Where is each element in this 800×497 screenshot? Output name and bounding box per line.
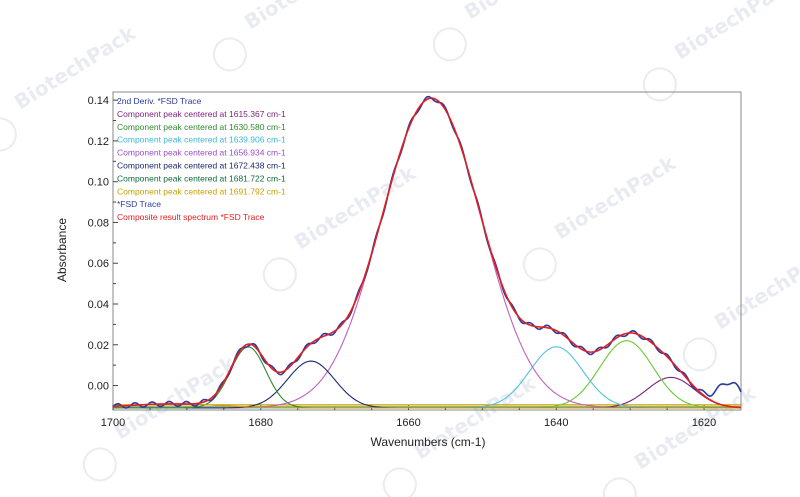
- watermark-badge: [602, 477, 637, 497]
- watermark-brand: BiotechPack: [460, 0, 590, 24]
- x-axis: 1700 1680 1660 1640 1620: [101, 405, 716, 429]
- watermark-badge: [212, 37, 247, 72]
- y-tick-label: 0.02: [88, 340, 109, 352]
- watermark-brand: BiotechPack: [550, 150, 680, 244]
- watermark-badge: [642, 67, 677, 102]
- composite-line: [112, 97, 742, 409]
- watermark-badge: [682, 337, 717, 372]
- watermark-brand: BiotechPack: [670, 0, 800, 64]
- legend-entry: Component peak centered at 1656.934 cm-1: [117, 148, 286, 158]
- y-tick-label: 0.14: [88, 95, 109, 107]
- watermark-brand: BiotechPack: [110, 350, 240, 444]
- y-tick-label: 0.08: [88, 217, 109, 229]
- watermark-5: BiotechPack: [522, 150, 680, 282]
- legend-entry: Component peak centered at 1681.722 cm-1: [117, 173, 286, 183]
- y-tick-label: 0.10: [88, 177, 109, 189]
- y-tick-label: 0.12: [88, 136, 109, 148]
- watermark-badge: [432, 27, 467, 62]
- watermark-badge: [0, 117, 17, 152]
- legend-entry: *FSD Trace: [117, 199, 161, 209]
- x-axis-label: Wavenumbers (cm-1): [371, 435, 486, 449]
- watermark-brand: BiotechPack: [710, 240, 800, 334]
- x-tick-label: 1660: [396, 417, 420, 429]
- watermark-0: BiotechPack: [212, 0, 370, 72]
- x-tick-label: 1700: [101, 417, 125, 429]
- y-tick-label: 0.00: [88, 381, 109, 393]
- legend: 2nd Deriv. *FSD Trace Component peak cent…: [117, 96, 286, 222]
- series-layer: [112, 95, 742, 409]
- y-tick-label: 0.04: [88, 299, 109, 311]
- watermark-1: BiotechPack: [432, 0, 590, 62]
- watermark-brand: BiotechPack: [410, 370, 540, 464]
- legend-entry: Component peak centered at 1615.367 cm-1: [117, 109, 286, 119]
- watermark-2: BiotechPack: [642, 0, 800, 102]
- plot-border: [112, 91, 742, 411]
- legend-entry: Component peak centered at 1691.792 cm-1: [117, 186, 286, 196]
- watermark-badge: [82, 447, 117, 482]
- watermark-badge: [262, 257, 297, 292]
- y-tick-label: 0.06: [88, 258, 109, 270]
- x-tick-label: 1640: [544, 417, 568, 429]
- legend-entry: 2nd Deriv. *FSD Trace: [117, 96, 202, 106]
- watermark-badge: [382, 467, 417, 497]
- watermark-9: BiotechPack: [602, 380, 760, 497]
- watermark-badge: [522, 247, 557, 282]
- x-tick-label: 1680: [249, 417, 273, 429]
- legend-entry: Component peak centered at 1672.438 cm-1: [117, 161, 286, 171]
- legend-entry: Composite result spectrum *FSD Trace: [117, 212, 265, 222]
- x-tick-label: 1620: [692, 417, 716, 429]
- legend-entry: Component peak centered at 1639.906 cm-1: [117, 135, 286, 145]
- y-axis-label: Absorbance: [55, 218, 69, 282]
- watermark-8: BiotechPack: [382, 370, 540, 497]
- legend-entry: Component peak centered at 1630.580 cm-1: [117, 122, 286, 132]
- watermark-brand: BiotechPack: [240, 0, 370, 34]
- component-peak-6: [112, 403, 741, 409]
- watermark-brand: BiotechPack: [290, 160, 420, 254]
- watermark-7: BiotechPack: [82, 350, 240, 482]
- y-axis: 0.00 0.02 0.04 0.06 0.08 0.10 0.12 0.14: [88, 95, 118, 393]
- watermark-6: BiotechPack: [682, 240, 800, 372]
- plot-area: [112, 91, 742, 411]
